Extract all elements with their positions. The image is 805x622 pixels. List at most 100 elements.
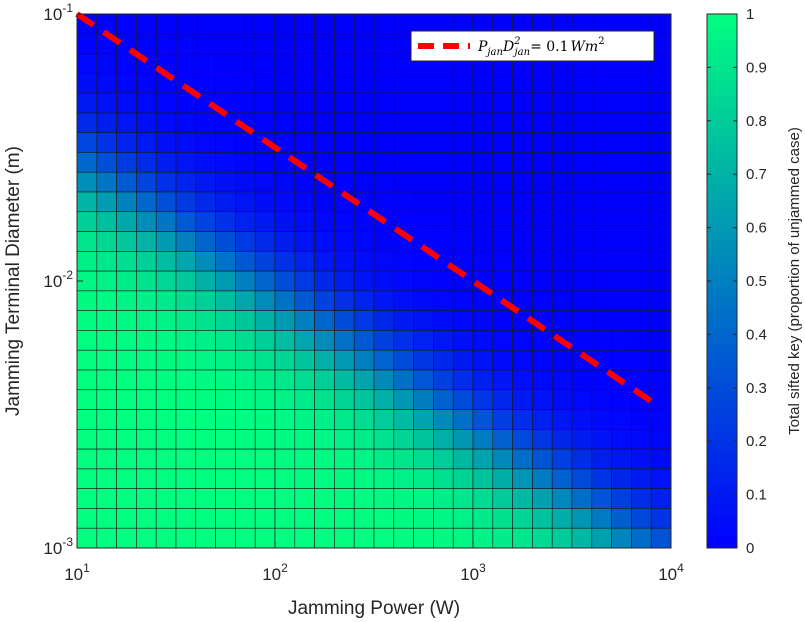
heatmap-cell [235,231,256,252]
heatmap-cell [551,369,573,391]
heatmap-cell [532,73,553,94]
heatmap-cell [571,527,593,549]
heatmap-cell [472,349,494,371]
heatmap-cell [631,132,652,153]
heatmap-cell [512,211,533,232]
heatmap-cell [195,508,216,529]
heatmap-cell [294,527,315,549]
heatmap-cell [512,132,533,153]
heatmap-cell [452,231,474,252]
heatmap-cell [353,488,375,509]
heatmap-cell [116,251,137,272]
heatmap-cell [195,112,216,133]
heatmap-cell [353,13,375,35]
heatmap-cell [254,310,276,331]
heatmap-cell [175,171,197,193]
heatmap-cell [353,448,375,470]
heatmap-cell [155,132,177,153]
heatmap-cell [274,231,296,252]
heatmap-cell [314,290,335,311]
heatmap-cell [235,330,256,351]
heatmap-cell [254,251,276,272]
heatmap-cell [175,112,197,133]
heatmap-cell [96,527,117,549]
heatmap-cell [492,508,513,529]
heatmap-cell [413,330,434,351]
heatmap-cell [631,231,652,252]
heatmap-cell [532,409,553,430]
heatmap-cell [631,488,652,509]
heatmap-cell [294,231,315,252]
heatmap-cell [116,53,137,74]
heatmap-cell [155,508,177,529]
heatmap-cell [472,73,494,94]
heatmap-cell [433,290,454,311]
heatmap-cell [413,448,434,470]
heatmap-cell [492,527,513,549]
heatmap-cell [373,191,395,213]
heatmap-cell [452,310,474,331]
heatmap-cell [551,429,573,450]
heatmap-cell [76,152,98,173]
heatmap-cell [650,409,672,430]
heatmap-cell [433,527,454,549]
heatmap-cell [571,112,593,133]
heatmap-cell [433,152,454,173]
heatmap-cell [175,33,197,54]
y-axis-ticks: 10-3 10-2 10-1 [43,1,83,558]
heatmap-cell [155,330,177,351]
heatmap-cell [433,468,454,489]
heatmap-cell [551,290,573,311]
heatmap-cell [96,132,117,153]
heatmap-cell [551,152,573,173]
heatmap-cell [254,290,276,311]
heatmap-cell [136,152,157,173]
heatmap-cell [76,251,98,272]
heatmap-cell [472,527,494,549]
heatmap-cell [373,409,395,430]
heatmap-cell [393,112,414,133]
heatmap-cell [452,429,474,450]
heatmap-cell [274,13,296,35]
heatmap-cell [551,73,573,94]
heatmap-cell [650,231,672,252]
heatmap-cell [532,349,553,371]
heatmap-cell [76,92,98,114]
heatmap-cell [650,429,672,450]
heatmap-cell [334,251,355,272]
heatmap-cell [373,53,395,74]
heatmap-cell [353,429,375,450]
heatmap-cell [254,92,276,114]
heatmap-cell [353,132,375,153]
heatmap-cell [175,132,197,153]
heatmap-cell [551,508,573,529]
heatmap-cell [393,92,414,114]
heatmap-cell [373,13,395,35]
heatmap-cell [76,369,98,391]
heatmap-cell [175,191,197,213]
heatmap-cell [254,211,276,232]
colorbar-tick-label: 0.9 [746,59,767,76]
heatmap-cell [373,290,395,311]
heatmap-cell [571,330,593,351]
heatmap-cell [413,527,434,549]
heatmap-cell [235,152,256,173]
heatmap-cell [631,330,652,351]
heatmap-cell [334,389,355,410]
heatmap-cell [76,132,98,153]
heatmap-cell [472,468,494,489]
heatmap-cell [96,409,117,430]
heatmap-cell [373,389,395,410]
heatmap-cell [334,310,355,331]
heatmap-cell [631,349,652,371]
heatmap-cell [373,231,395,252]
heatmap-cell [215,389,236,410]
heatmap-cell [532,251,553,272]
heatmap-cell [116,468,137,489]
heatmap-cell [413,508,434,529]
heatmap-cell [551,527,573,549]
heatmap-cell [532,389,553,410]
heatmap-cell [571,231,593,252]
heatmap-cell [96,270,117,292]
heatmap-cell [175,429,197,450]
